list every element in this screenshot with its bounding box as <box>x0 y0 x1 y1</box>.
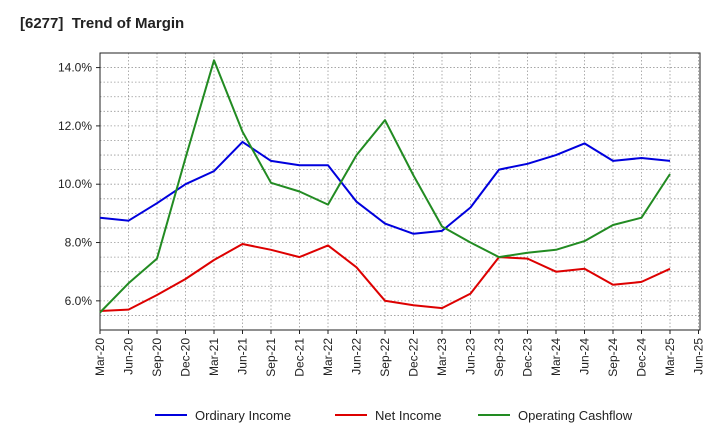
y-tick-label: 12.0% <box>58 119 92 133</box>
x-tick-label: Mar-20 <box>93 338 107 376</box>
legend-label-operating-cashflow: Operating Cashflow <box>518 408 633 423</box>
x-axis: Mar-20 Jun-20 Sep-20 Dec-20 Mar-21 Jun-21 Sep-… <box>93 330 706 377</box>
x-tick-label: Dec-24 <box>635 338 649 377</box>
x-tick-label: Sep-21 <box>264 338 278 377</box>
x-tick-label: Mar-22 <box>321 338 335 376</box>
series-line-operating-cashflow <box>99 59 671 314</box>
x-tick-label: Sep-23 <box>492 338 506 377</box>
x-tick-label: Mar-25 <box>663 338 677 376</box>
x-tick-label: Jun-25 <box>692 338 706 375</box>
x-tick-label: Mar-23 <box>435 338 449 376</box>
x-tick-label: Sep-20 <box>150 338 164 377</box>
series-line-net-income <box>99 243 671 312</box>
x-tick-label: Jun-21 <box>236 338 250 375</box>
series-lines <box>99 59 671 314</box>
x-tick-label: Dec-20 <box>179 338 193 377</box>
plot-area <box>99 52 701 331</box>
grid-lines <box>99 52 700 331</box>
x-tick-label: Jun-22 <box>350 338 364 375</box>
series-line-ordinary-income <box>99 140 671 235</box>
y-tick-label: 8.0% <box>65 236 93 250</box>
legend-label-net-income: Net Income <box>375 408 441 423</box>
x-tick-label: Jun-23 <box>464 338 478 375</box>
y-tick-label: 6.0% <box>65 294 93 308</box>
x-tick-label: Jun-24 <box>578 338 592 375</box>
x-tick-label: Jun-20 <box>122 338 136 375</box>
x-tick-label: Sep-22 <box>378 338 392 377</box>
x-tick-label: Dec-21 <box>293 338 307 377</box>
x-tick-label: Dec-22 <box>407 338 421 377</box>
x-tick-label: Mar-24 <box>549 338 563 376</box>
x-tick-label: Dec-23 <box>521 338 535 377</box>
y-axis: 6.0% 8.0% 10.0% 12.0% 14.0% <box>58 61 100 308</box>
legend-label-ordinary-income: Ordinary Income <box>195 408 291 423</box>
chart-title: [6277] Trend of Margin <box>20 15 185 32</box>
x-tick-label: Sep-24 <box>606 338 620 377</box>
x-tick-label: Mar-21 <box>207 338 221 376</box>
y-tick-label: 14.0% <box>58 61 92 75</box>
y-tick-label: 10.0% <box>58 177 92 191</box>
legend: Ordinary Income Net Income Operating Cashf… <box>155 408 633 423</box>
